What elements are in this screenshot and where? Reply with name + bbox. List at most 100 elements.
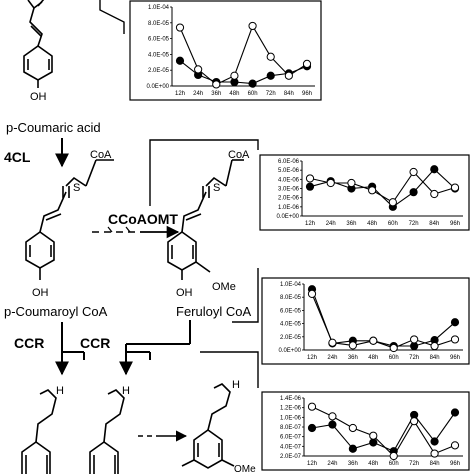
y-tick-label: 1.0E-06 bbox=[280, 415, 302, 421]
x-tick-label: 24h bbox=[327, 461, 337, 467]
x-tick-label: 96h bbox=[450, 461, 460, 467]
data-point-open bbox=[409, 167, 418, 177]
y-tick-label: 0.0E+00 bbox=[276, 214, 299, 220]
p-coumaric-acid-structure bbox=[23, 0, 53, 88]
data-point-filled bbox=[307, 423, 317, 433]
y-tick-label: 3.0E-06 bbox=[278, 187, 300, 193]
y-tick-label: 5.0E-06 bbox=[278, 168, 300, 174]
x-tick-label: 48h bbox=[368, 355, 378, 361]
thioester-s-1: S bbox=[73, 182, 80, 194]
data-point-filled bbox=[248, 79, 257, 88]
x-tick-label: 36h bbox=[346, 221, 356, 227]
aldehyde-h-1: H bbox=[56, 385, 64, 397]
y-tick-label: 1.0E-06 bbox=[278, 205, 300, 211]
time-course-chart-2: 6.0E-06 5.0E-06 4.0E-06 3.0E-06 2.0E-06 1.0E-… bbox=[259, 154, 470, 231]
data-point-open bbox=[368, 186, 377, 195]
thioester-s-2: S bbox=[213, 182, 220, 194]
data-point-open bbox=[307, 289, 317, 298]
data-point-open bbox=[389, 343, 398, 353]
y-tick-label: 8.0E-05 bbox=[148, 21, 170, 27]
data-point-open bbox=[430, 449, 439, 458]
x-tick-label: 96h bbox=[450, 221, 460, 227]
oh-group-3: OH bbox=[176, 287, 193, 299]
y-tick-label: 6.0E-05 bbox=[148, 37, 170, 43]
data-point-open bbox=[450, 441, 460, 450]
coa-group-1: CoA bbox=[90, 149, 112, 161]
data-point-open bbox=[388, 198, 397, 207]
aldehyde-h-3: H bbox=[232, 379, 240, 391]
x-tick-label: 36h bbox=[348, 461, 358, 467]
ccr-arrows bbox=[55, 320, 191, 376]
data-point-open bbox=[305, 174, 315, 183]
x-tick-label: 84h bbox=[429, 221, 439, 227]
x-tick-label: 84h bbox=[284, 91, 294, 97]
data-point-open bbox=[430, 341, 439, 351]
data-point-open bbox=[450, 335, 460, 344]
data-point-open bbox=[212, 80, 221, 89]
y-tick-label: 6.0E-05 bbox=[280, 308, 302, 314]
data-point-filled bbox=[450, 318, 460, 327]
data-point-open bbox=[348, 423, 357, 433]
data-point-open bbox=[175, 23, 185, 32]
data-point-open bbox=[326, 178, 335, 188]
y-tick-label: 2.0E-07 bbox=[280, 454, 302, 460]
data-point-open bbox=[328, 338, 337, 347]
x-tick-label: 36h bbox=[348, 355, 358, 361]
p-coumaroyl-coa-structure bbox=[25, 159, 114, 280]
sinapaldehyde-structure bbox=[181, 383, 235, 469]
data-point-filled bbox=[430, 437, 439, 446]
y-tick-label: 1.0E-04 bbox=[280, 282, 302, 288]
data-point-filled bbox=[348, 444, 357, 453]
ome-group-1: OMe bbox=[212, 281, 236, 293]
data-point-filled bbox=[328, 420, 337, 429]
x-tick-label: 60h bbox=[248, 91, 258, 97]
feruloyl-coa-label: Feruloyl CoA bbox=[176, 304, 251, 319]
ome-group-2: OMe bbox=[234, 464, 256, 474]
charts-layer: 1.0E-04 8.0E-05 6.0E-05 4.0E-05 2.0E-05 0.0E+… bbox=[129, 0, 470, 471]
data-point-open bbox=[410, 417, 419, 426]
y-tick-label: 4.0E-05 bbox=[280, 322, 302, 328]
coniferaldehyde-structure bbox=[89, 389, 125, 474]
time-course-chart-4: 1.4E-06 1.2E-06 1.0E-06 8.0E-07 6.0E-07 4.0E-… bbox=[261, 391, 470, 471]
y-tick-label: 6.0E-07 bbox=[280, 435, 302, 441]
x-tick-label: 36h bbox=[211, 91, 221, 97]
y-tick-label: 6.0E-06 bbox=[278, 159, 300, 165]
x-tick-label: 12h bbox=[307, 355, 317, 361]
data-point-open bbox=[347, 178, 356, 188]
data-point-open bbox=[369, 431, 378, 440]
data-point-open bbox=[348, 341, 357, 350]
data-point-open bbox=[284, 71, 293, 80]
p-coumaroyl-coa-label: p-Coumaroyl CoA bbox=[4, 304, 108, 319]
data-point-open bbox=[194, 65, 203, 74]
y-tick-label: 4.0E-07 bbox=[280, 444, 302, 450]
y-tick-label: 8.0E-05 bbox=[280, 295, 302, 301]
data-point-filled bbox=[266, 71, 275, 80]
x-tick-label: 96h bbox=[450, 355, 460, 361]
ccr-enzyme-label-2: CCR bbox=[80, 335, 110, 351]
x-tick-label: 72h bbox=[409, 221, 419, 227]
y-tick-label: 1.4E-06 bbox=[280, 396, 302, 402]
x-tick-label: 12h bbox=[175, 91, 185, 97]
data-point-open bbox=[430, 189, 439, 199]
chart-connectors bbox=[99, 0, 259, 388]
x-tick-label: 48h bbox=[368, 461, 378, 467]
x-tick-label: 24h bbox=[193, 91, 203, 97]
ccoaomt-arrow bbox=[92, 225, 180, 239]
x-tick-label: 12h bbox=[307, 461, 317, 467]
data-point-open bbox=[389, 451, 398, 461]
x-tick-label: 60h bbox=[388, 221, 398, 227]
data-point-open bbox=[307, 402, 317, 411]
ccr-enzyme-label-1: CCR bbox=[14, 335, 44, 351]
data-point-filled bbox=[430, 165, 439, 174]
x-tick-label: 72h bbox=[266, 91, 276, 97]
x-tick-label: 84h bbox=[430, 461, 440, 467]
x-tick-label: 72h bbox=[409, 355, 419, 361]
y-tick-label: 8.0E-07 bbox=[280, 425, 302, 431]
chart-frame bbox=[129, 0, 322, 101]
feruloyl-coa-structure bbox=[167, 159, 244, 280]
ccoaomt-enzyme-label: CCoAOMT bbox=[108, 211, 178, 227]
time-course-chart-1: 1.0E-04 8.0E-05 6.0E-05 4.0E-05 2.0E-05 0.0E+… bbox=[129, 0, 322, 101]
x-tick-label: 48h bbox=[367, 221, 377, 227]
data-point-filled bbox=[369, 438, 378, 447]
